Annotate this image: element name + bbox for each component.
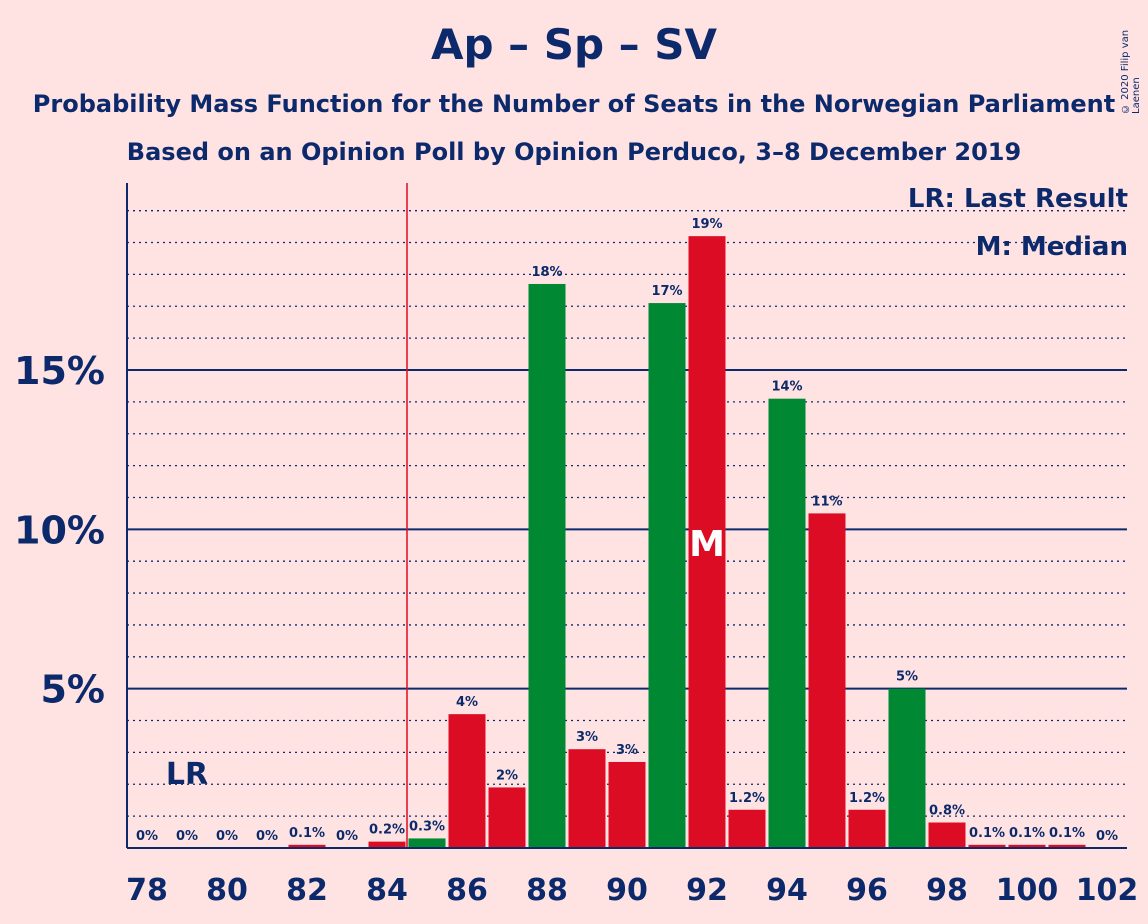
y-tick-label: 5% — [40, 668, 105, 712]
bar-97 — [888, 688, 926, 848]
x-tick-label: 102 — [1076, 873, 1139, 908]
bar-85 — [408, 838, 446, 848]
x-tick-label: 78 — [126, 873, 168, 908]
bar-87 — [488, 787, 526, 848]
legend-last-result: LR: Last Result — [907, 184, 1128, 214]
data-label-83: 0% — [336, 829, 358, 844]
data-label-98: 0.8% — [929, 804, 965, 819]
last-result-marker: LR — [166, 757, 208, 792]
data-label-92: 19% — [691, 217, 722, 232]
data-label-101: 0.1% — [1049, 826, 1085, 841]
chart-title: Ap – Sp – SV — [430, 20, 718, 69]
data-label-97: 5% — [896, 670, 918, 685]
data-label-96: 1.2% — [849, 791, 885, 806]
x-tick-label: 80 — [206, 873, 248, 908]
data-label-89: 3% — [576, 730, 598, 745]
chart-subtitle-1: Probability Mass Function for the Number… — [32, 90, 1116, 118]
median-marker: M — [689, 524, 725, 565]
x-tick-label: 100 — [996, 873, 1059, 908]
x-tick-label: 90 — [606, 873, 648, 908]
bar-82 — [288, 844, 326, 848]
bar-95 — [808, 513, 846, 848]
data-label-86: 4% — [456, 695, 478, 710]
data-label-102: 0% — [1096, 829, 1118, 844]
data-label-84: 0.2% — [369, 823, 405, 838]
data-label-78: 0% — [136, 829, 158, 844]
data-label-82: 0.1% — [289, 826, 325, 841]
x-tick-label: 86 — [446, 873, 488, 908]
bar-88 — [528, 283, 566, 849]
data-label-87: 2% — [496, 768, 518, 783]
bar-94 — [768, 398, 806, 848]
x-tick-label: 94 — [766, 873, 808, 908]
bar-98 — [928, 822, 966, 848]
bar-92 — [688, 236, 726, 848]
bar-93 — [728, 809, 766, 848]
bar-89 — [568, 749, 606, 848]
bar-101 — [1048, 844, 1086, 848]
bar-84 — [368, 841, 406, 848]
data-label-79: 0% — [176, 829, 198, 844]
data-label-85: 0.3% — [409, 819, 445, 834]
x-tick-label: 82 — [286, 873, 328, 908]
y-tick-label: 15% — [14, 349, 105, 393]
x-tick-label: 96 — [846, 873, 888, 908]
data-label-99: 0.1% — [969, 826, 1005, 841]
data-label-94: 14% — [771, 380, 802, 395]
x-tick-label: 88 — [526, 873, 568, 908]
bar-96 — [848, 809, 886, 848]
bar-100 — [1008, 844, 1046, 848]
data-label-95: 11% — [811, 494, 842, 509]
bar-91 — [648, 303, 686, 849]
bar-99 — [968, 844, 1006, 848]
legend-median: M: Median — [975, 232, 1128, 262]
data-label-91: 17% — [651, 284, 682, 299]
chart-subtitle-2: Based on an Opinion Poll by Opinion Perd… — [126, 138, 1022, 166]
data-label-100: 0.1% — [1009, 826, 1045, 841]
data-label-80: 0% — [216, 829, 238, 844]
x-tick-label: 92 — [686, 873, 728, 908]
x-tick-label: 98 — [926, 873, 968, 908]
data-label-93: 1.2% — [729, 791, 765, 806]
bar-90 — [608, 761, 646, 848]
bar-86 — [448, 714, 486, 848]
data-label-81: 0% — [256, 829, 278, 844]
x-tick-label: 84 — [366, 873, 408, 908]
data-label-88: 18% — [531, 265, 562, 280]
data-label-90: 3% — [616, 743, 638, 758]
y-tick-label: 10% — [14, 508, 105, 552]
